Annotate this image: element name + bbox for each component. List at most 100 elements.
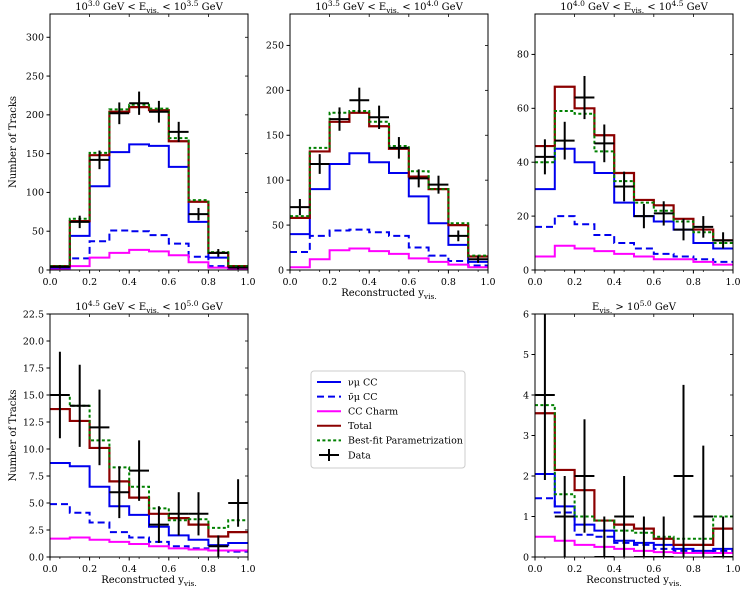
legend-item-total: Total (317, 421, 372, 432)
x-tick-label: 0.8 (686, 277, 701, 288)
data-point (89, 150, 110, 170)
data-point (448, 230, 469, 242)
panel-title: 104.5 GeV < Evis. < 105.0 GeV (75, 299, 223, 315)
x-axis-label: Reconstructed yvis. (586, 575, 682, 588)
series-total (50, 105, 248, 268)
y-tick-label: 12.5 (23, 417, 44, 428)
axes-frame (534, 13, 734, 271)
y-tick-label: 4 (523, 390, 529, 401)
x-tick-label: 0.6 (646, 277, 661, 288)
x-tick-label: 1.0 (240, 277, 255, 288)
x-axis-label: Reconstructed yvis. (341, 288, 437, 301)
series-bestfit (50, 103, 248, 268)
y-tick-label: 40 (517, 158, 529, 169)
x-tick-label: 0.0 (42, 277, 57, 288)
axes-frame (49, 13, 249, 271)
y-axis-label: Number of Tracks (8, 389, 19, 481)
data-point (554, 476, 575, 557)
data-point (428, 175, 449, 194)
data-point (408, 169, 429, 188)
data-point (109, 102, 130, 125)
data-point (188, 492, 209, 536)
y-tick-label: 0 (523, 552, 529, 563)
y-tick-label: 150 (26, 149, 44, 160)
x-tick-label: 0.2 (567, 564, 582, 575)
y-tick-label: 5 (523, 350, 529, 361)
legend-label-data: Data (348, 450, 371, 461)
data-point (208, 249, 229, 257)
data-point (594, 516, 615, 557)
x-tick-label: 0.4 (122, 564, 137, 575)
y-tick-label: 100 (266, 175, 284, 186)
data-point (673, 218, 694, 241)
data-point (594, 124, 615, 163)
data-point (69, 215, 90, 229)
y-tick-label: 0 (523, 265, 529, 276)
data-point (228, 479, 248, 527)
legend-item-numubar: ν̄μ CC (317, 392, 378, 403)
legend-label-total: Total (348, 421, 372, 432)
x-tick-label: 0.2 (567, 277, 582, 288)
y-tick-label: 7.5 (29, 471, 44, 482)
panel-4: 0.0 0.2 0.4 0.6 0.8 1.0 0.0 2.5 5.0 7.5 10.0 12.5 15… (8, 299, 256, 588)
plot-area (50, 91, 248, 270)
x-axis-label: Reconstructed yvis. (101, 575, 197, 588)
axes-frame (49, 313, 249, 558)
y-tick-label: 22.5 (23, 309, 44, 320)
series-numu (290, 152, 488, 263)
data-point (389, 137, 409, 159)
x-tick-label: 0.2 (82, 277, 97, 288)
x-tick-label: 0.2 (322, 277, 337, 288)
panel-title: 103.0 GeV < Evis. < 103.5 GeV (75, 0, 223, 15)
x-tick-label: 1.0 (480, 277, 495, 288)
data-point (129, 440, 149, 501)
legend-item-charm: CC Charm (317, 407, 398, 418)
y-tick-label: 250 (26, 71, 44, 82)
data-point (574, 75, 595, 120)
data-point (693, 445, 714, 557)
plot-area (535, 314, 733, 557)
data-point (168, 121, 189, 142)
series-total (50, 407, 248, 538)
data-point (369, 105, 389, 129)
x-tick-label: 0.8 (441, 277, 456, 288)
y-tick-label: 200 (26, 110, 44, 121)
x-tick-label: 0.0 (527, 277, 542, 288)
y-tick-label: 5.0 (29, 498, 44, 509)
data-point (554, 121, 575, 160)
data-point (290, 199, 310, 216)
data-point (228, 266, 248, 270)
axes-frame (289, 13, 489, 271)
data-point (614, 171, 634, 202)
data-point (634, 203, 654, 229)
y-tick-label: 20 (517, 211, 529, 222)
y-tick-label: 200 (266, 86, 284, 97)
x-tick-label: 1.0 (240, 564, 255, 575)
y-tick-label: 250 (266, 41, 284, 52)
data-point (574, 419, 595, 533)
panel-2: 0.0 0.2 0.4 0.6 0.8 1.0 0 50 100 150 200 250 103.5 G… (266, 0, 496, 301)
data-point (50, 351, 70, 439)
x-tick-label: 0.8 (686, 564, 701, 575)
x-tick-label: 0.0 (282, 277, 297, 288)
data-point (673, 384, 694, 557)
legend: νμ CC ν̄μ CC CC Charm Total Best-fit Paramet… (310, 370, 466, 469)
panel-title: Evis. > 105.0 GeV (592, 299, 677, 315)
data-point (713, 232, 733, 249)
x-tick-label: 0.8 (201, 564, 216, 575)
y-tick-label: 60 (517, 104, 529, 115)
x-tick-label: 0.8 (201, 277, 216, 288)
legend-label-numubar: ν̄μ CC (348, 392, 378, 403)
x-tick-label: 0.0 (42, 564, 57, 575)
panel-1: 0.0 0.2 0.4 0.6 0.8 1.0 0 50 100 150 200 250 300 103.… (8, 0, 256, 288)
data-point (129, 91, 149, 115)
x-tick-label: 0.4 (362, 277, 377, 288)
y-tick-label: 300 (26, 33, 44, 44)
legend-item-data: Data (319, 449, 371, 461)
data-point (634, 516, 654, 557)
data-point (693, 216, 714, 238)
x-tick-label: 0.0 (527, 564, 542, 575)
y-tick-label: 17.5 (23, 363, 44, 374)
panel-title: 103.5 GeV < Evis. < 104.0 GeV (315, 0, 463, 15)
series-numu (535, 472, 733, 552)
